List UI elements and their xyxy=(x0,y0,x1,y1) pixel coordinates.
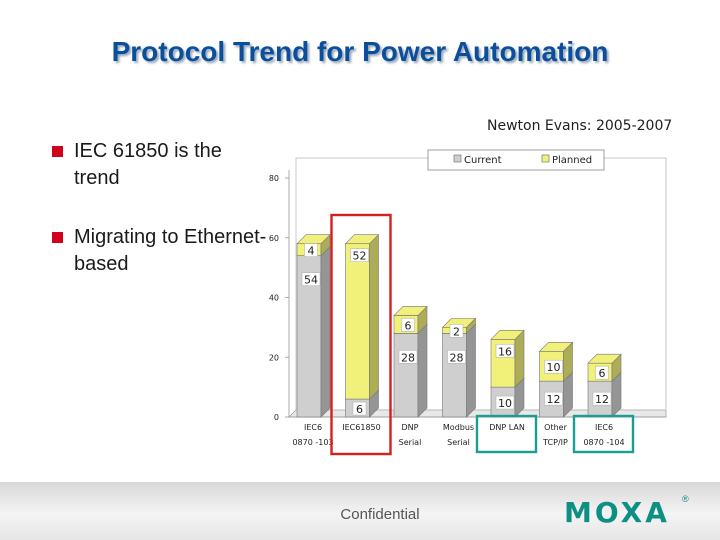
bullet-text: Migrating to Ethernet-based xyxy=(74,226,267,275)
data-label-planned: 6 xyxy=(405,319,412,332)
bar-planned-top xyxy=(344,234,380,245)
y-tick-label: 80 xyxy=(269,174,279,183)
data-label-current-box xyxy=(592,391,612,406)
bar-current xyxy=(296,245,331,418)
bar-planned xyxy=(490,329,525,388)
bar-current xyxy=(393,323,428,418)
x-tick-label: Serial xyxy=(447,438,470,447)
y-tick-label: 60 xyxy=(269,234,279,243)
x-tick-label: Other xyxy=(544,423,567,432)
legend-label: Current xyxy=(464,155,502,166)
square-bullet-icon xyxy=(52,232,63,243)
bar-planned-top xyxy=(538,341,574,352)
x-tick-label: DNP LAN xyxy=(489,423,525,432)
data-label-current-box xyxy=(495,395,515,410)
data-label-current-box xyxy=(544,391,563,406)
data-label-current: 12 xyxy=(547,393,561,406)
bar-planned-front xyxy=(345,243,370,400)
registered-mark: ® xyxy=(682,494,689,504)
y-tick-label: 0 xyxy=(274,413,279,422)
legend-swatch xyxy=(541,154,550,163)
chart-source: Newton Evans: 2005-2007 xyxy=(487,118,673,134)
highlight-frame-red xyxy=(330,213,392,456)
bullet-item: Migrating to Ethernet-based xyxy=(52,224,272,278)
bullet-list: IEC 61850 is the trend Migrating to Ethe… xyxy=(52,138,272,310)
data-label-planned: 10 xyxy=(547,361,561,374)
x-tick-label: Serial xyxy=(399,438,422,447)
data-label-planned: 4 xyxy=(308,245,315,258)
x-tick-label: IEC6 xyxy=(595,423,613,432)
bar-current-front xyxy=(442,333,467,418)
footer: Confidential MOXA ® xyxy=(0,482,720,540)
data-label-current-box xyxy=(398,350,418,364)
x-tick-label: 0870 -103 xyxy=(292,438,333,447)
data-label-planned: 2 xyxy=(453,325,460,338)
data-label-current: 12 xyxy=(595,393,609,406)
bar-current-front xyxy=(393,333,419,418)
bar-planned-top xyxy=(393,306,428,316)
y-tick-label: 40 xyxy=(269,294,279,303)
legend-box xyxy=(427,149,605,171)
data-label-planned-box xyxy=(495,344,515,358)
bar-planned-side xyxy=(369,234,379,400)
legend-label: Planned xyxy=(552,155,592,166)
data-label-current: 28 xyxy=(401,351,415,364)
data-label-planned: 52 xyxy=(353,250,367,263)
data-label-current-box xyxy=(301,272,321,286)
confidential-label: Confidential xyxy=(340,506,420,523)
bar-planned-side xyxy=(514,329,525,388)
data-label-current: 6 xyxy=(356,403,363,416)
x-tick-label: 0870 -104 xyxy=(583,438,624,447)
bar-planned xyxy=(344,234,380,400)
data-label-current: 10 xyxy=(498,397,512,410)
data-label-planned-box xyxy=(595,365,609,380)
data-label-planned-box xyxy=(350,248,369,262)
bar-current-side xyxy=(417,323,428,418)
data-label-planned: 16 xyxy=(498,345,512,358)
bar-current-side xyxy=(320,245,331,418)
bullet-text: IEC 61850 is the trend xyxy=(74,140,222,189)
bar-planned-top xyxy=(587,353,622,364)
slide-title: Protocol Trend for Power Automation xyxy=(111,36,609,67)
data-label-planned-box xyxy=(304,243,318,257)
data-label-planned-box xyxy=(401,318,415,332)
data-label-current: 28 xyxy=(450,351,464,364)
highlight-frame-teal xyxy=(475,414,538,454)
square-bullet-icon xyxy=(52,146,63,157)
data-label-current-box xyxy=(352,401,367,416)
x-tick-label: DNP xyxy=(402,423,419,432)
x-tick-label: TCP/IP xyxy=(542,438,568,447)
data-label-planned: 6 xyxy=(599,367,606,380)
x-tick-label: Modbus xyxy=(443,423,474,432)
data-label-current-box xyxy=(447,350,466,364)
data-label-planned-box xyxy=(544,359,563,374)
moxa-logo: MOXA xyxy=(564,496,670,529)
x-tick-label: IEC6 xyxy=(304,423,322,432)
bar-current-side xyxy=(466,323,476,418)
data-label-current: 54 xyxy=(304,274,318,287)
y-tick-label: 20 xyxy=(269,353,279,362)
legend-swatch xyxy=(453,154,462,163)
data-label-planned-box xyxy=(449,324,464,338)
bullet-item: IEC 61850 is the trend xyxy=(52,138,272,192)
highlight-frame-teal xyxy=(572,414,635,454)
x-tick-label: IEC61850 xyxy=(342,423,380,432)
bar-planned-top xyxy=(490,330,525,340)
